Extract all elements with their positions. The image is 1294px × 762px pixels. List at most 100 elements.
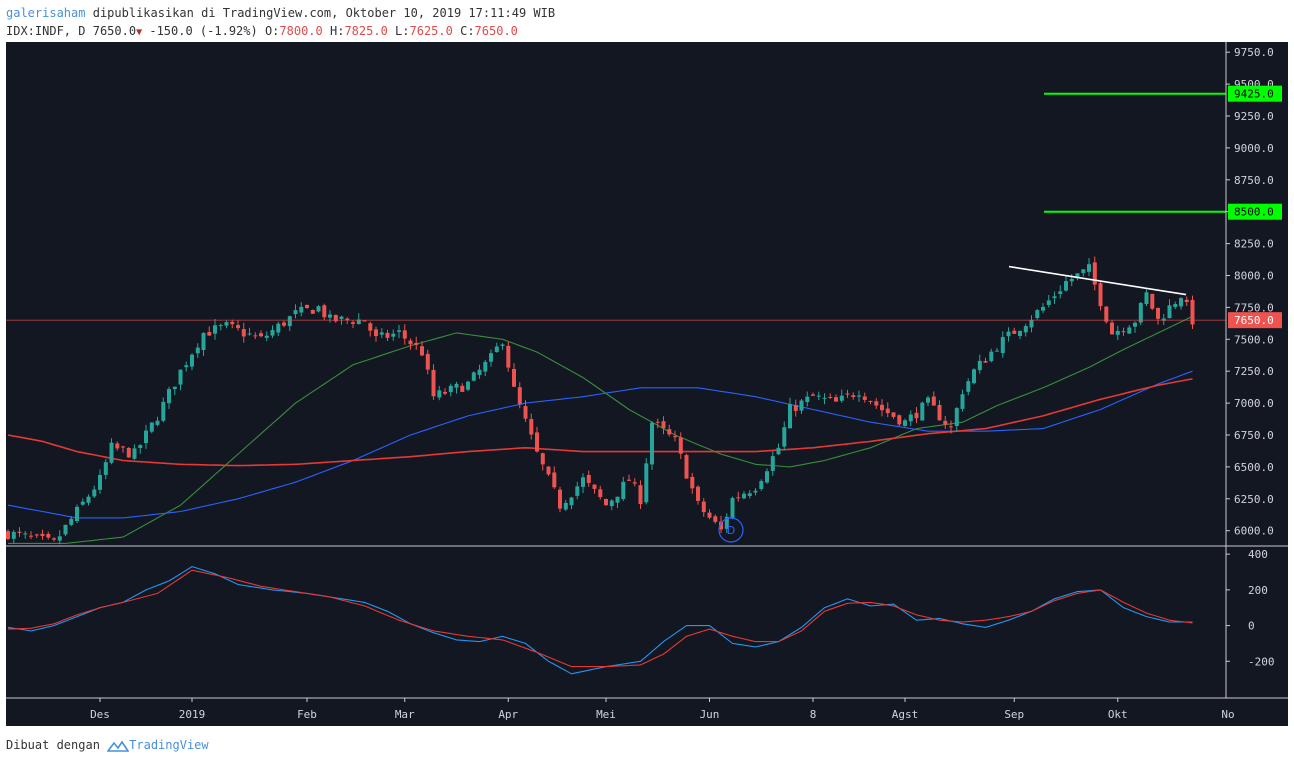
moving-average-layer	[7, 315, 1193, 544]
candle-body	[57, 536, 62, 541]
macd-y-tick-label: 400	[1248, 548, 1268, 561]
candle-body	[937, 405, 942, 421]
candle-body	[1058, 291, 1063, 294]
candle-body	[839, 395, 844, 401]
candle-body	[201, 332, 206, 350]
y-tick-label: 6250.0	[1234, 493, 1274, 506]
candle-body	[425, 353, 430, 370]
price-label-text: 9425.0	[1234, 88, 1274, 101]
candle-body	[1190, 299, 1195, 325]
candle-body	[241, 329, 246, 337]
candle-body	[834, 397, 838, 402]
price-label-box	[1228, 85, 1282, 102]
candle-body	[650, 422, 654, 465]
candle-body	[966, 381, 971, 392]
candle-body	[765, 471, 769, 483]
candle-body	[552, 472, 557, 488]
candle-body	[80, 501, 85, 505]
candle-body	[954, 408, 959, 426]
price-change: -150.0 (-1.92%)	[149, 24, 258, 38]
candle-body	[155, 420, 160, 425]
candle-body	[885, 408, 890, 414]
x-tick-label: 2019	[179, 708, 206, 721]
candle-body	[477, 369, 482, 375]
down-triangle-icon: ▼	[136, 27, 143, 38]
candle-body	[724, 516, 729, 529]
symbol-name: IDX:INDF, D	[6, 24, 86, 38]
candle-body	[40, 533, 45, 536]
candle-body	[224, 322, 229, 326]
candle-body	[558, 489, 562, 509]
y-tick-label: 8750.0	[1234, 174, 1274, 187]
candle-body	[1133, 322, 1137, 327]
candle-body	[52, 538, 56, 540]
x-tick-label: Agst	[892, 708, 919, 721]
candle-body	[351, 322, 355, 324]
moving-average-line	[7, 370, 1193, 519]
candle-body	[126, 448, 131, 458]
candle-body	[132, 448, 137, 459]
candle-body	[845, 393, 850, 395]
candle-body	[299, 306, 304, 313]
candle-body	[11, 531, 16, 539]
candle-body	[960, 394, 965, 409]
candle-body	[908, 414, 913, 422]
candle-body	[592, 484, 597, 489]
candle-body	[977, 360, 982, 371]
candle-body	[517, 387, 522, 405]
author-link[interactable]: galerisaham	[6, 6, 86, 20]
candle-body	[1064, 281, 1068, 291]
low-label: L:	[395, 24, 410, 38]
candle-body	[1092, 262, 1097, 285]
y-tick-label: 9750.0	[1234, 46, 1274, 59]
candle-body	[500, 344, 505, 346]
tradingview-link[interactable]: TradingView	[129, 738, 209, 752]
close-label: C:	[460, 24, 475, 38]
macd-y-tick-label: 200	[1248, 584, 1268, 597]
tradingview-logo-icon[interactable]	[107, 739, 130, 753]
price-label-box	[1228, 312, 1282, 329]
candle-body	[627, 479, 631, 481]
candle-body	[788, 404, 792, 429]
candle-body	[943, 420, 948, 425]
candle-body	[1150, 293, 1155, 309]
candle-body	[374, 329, 378, 337]
candle-body	[75, 506, 79, 522]
publish-text: dipublikasikan di TradingView.com, Oktob…	[92, 6, 556, 20]
candle-body	[770, 456, 775, 471]
y-tick-label: 6500.0	[1234, 461, 1274, 474]
candle-body	[69, 518, 74, 525]
candle-body	[713, 516, 718, 522]
candle-body	[512, 369, 516, 387]
candle-body	[483, 361, 488, 372]
candle-body	[264, 335, 269, 338]
candle-body	[540, 453, 545, 465]
candle-body	[753, 490, 758, 493]
candle-body	[1035, 310, 1040, 318]
dividend-marker-icon	[718, 517, 744, 543]
candle-body	[356, 319, 361, 324]
trendline	[1008, 265, 1187, 296]
candle-body	[333, 314, 338, 322]
candle-body	[805, 396, 810, 403]
candle-body	[776, 447, 781, 455]
candle-body	[190, 354, 194, 367]
candle-body	[328, 314, 332, 318]
footer: Dibuat dengan TradingView	[6, 738, 209, 753]
dividend-marker-label: D	[727, 524, 735, 537]
candle-body	[673, 436, 677, 438]
candle-body	[793, 405, 798, 411]
x-tick-label: Apr	[498, 708, 518, 721]
candle-body	[1081, 269, 1086, 273]
candle-body	[195, 347, 200, 354]
price-chart[interactable]: D 9750.09500.09250.09000.08750.08500.082…	[6, 42, 1288, 726]
x-tick-label: Des	[90, 708, 110, 721]
candle-body	[816, 395, 821, 397]
candles-layer	[6, 256, 1195, 545]
candle-body	[644, 463, 649, 503]
candle-body	[684, 455, 689, 479]
candle-body	[1104, 306, 1109, 322]
candle-body	[655, 421, 660, 423]
candle-body	[742, 493, 746, 499]
candle-body	[529, 419, 534, 435]
